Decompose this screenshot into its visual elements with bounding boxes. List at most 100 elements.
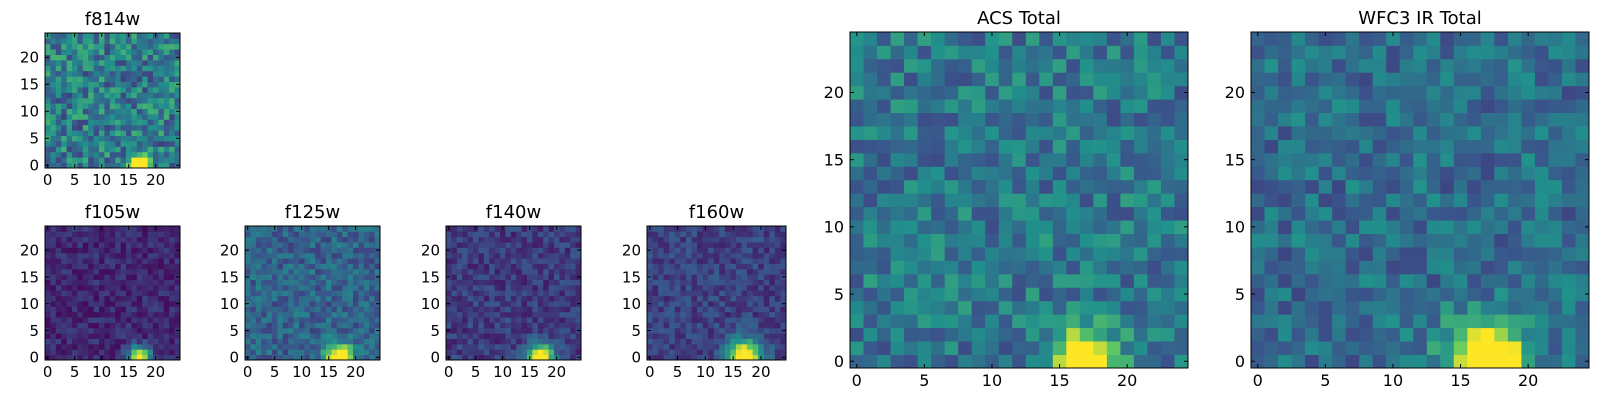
x-tick-label: 10 xyxy=(92,363,111,381)
heatmap-cell xyxy=(1251,327,1265,342)
heatmap-cell xyxy=(299,322,305,329)
heatmap-cell xyxy=(691,327,698,334)
heatmap-cell xyxy=(147,70,154,77)
heatmap-cell xyxy=(104,54,111,61)
x-tick-label: 15 xyxy=(319,363,338,381)
heatmap-cell xyxy=(697,268,703,275)
heatmap-cell xyxy=(702,279,709,286)
heatmap-cell xyxy=(1025,287,1040,302)
heatmap-cell xyxy=(88,114,94,120)
heatmap-cell xyxy=(1264,112,1279,127)
heatmap-cell xyxy=(1534,179,1549,194)
heatmap-cell xyxy=(136,43,143,50)
heatmap-cell xyxy=(446,295,452,302)
heatmap-cell xyxy=(691,322,698,329)
heatmap-cell xyxy=(331,327,338,334)
heatmap-cell xyxy=(320,226,327,232)
heatmap-cell xyxy=(877,139,891,154)
heatmap-cell xyxy=(652,354,659,361)
heatmap-cell xyxy=(115,284,121,291)
heatmap-cell xyxy=(169,130,175,136)
heatmap-cell xyxy=(104,70,111,77)
heatmap-cell xyxy=(88,295,94,302)
heatmap-cell xyxy=(115,162,121,169)
heatmap-cell xyxy=(724,317,731,323)
heatmap-cell xyxy=(115,354,121,361)
heatmap-cell xyxy=(1399,327,1414,342)
heatmap-cell xyxy=(1025,166,1040,181)
heatmap-cell xyxy=(505,274,512,280)
heatmap-cell xyxy=(1507,32,1522,46)
heatmap-cell xyxy=(917,206,932,221)
heatmap-cell xyxy=(353,333,359,339)
heatmap-cell xyxy=(769,242,776,248)
heatmap-cell xyxy=(320,343,327,350)
heatmap-cell xyxy=(532,290,539,297)
y-tick-label: 10 xyxy=(20,295,39,313)
heatmap-cell xyxy=(277,338,284,345)
heatmap-cell xyxy=(724,327,731,334)
heatmap-cell xyxy=(680,252,687,259)
heatmap-cell xyxy=(1052,32,1067,46)
heatmap-cell xyxy=(142,114,148,120)
heatmap-cell xyxy=(931,85,946,100)
heatmap-cell xyxy=(1174,260,1189,275)
heatmap-cell xyxy=(702,338,709,345)
heatmap-cell xyxy=(532,317,539,323)
heatmap-cell xyxy=(1345,72,1360,87)
heatmap-cell xyxy=(724,252,731,259)
heatmap-cell xyxy=(88,354,94,361)
heatmap-cell xyxy=(66,81,73,88)
heatmap-cell xyxy=(958,354,973,369)
heatmap-cell xyxy=(50,306,57,313)
heatmap-cell xyxy=(1120,72,1135,87)
heatmap-cell xyxy=(1079,300,1094,315)
heatmap-cell xyxy=(680,327,687,334)
heatmap-cell xyxy=(326,268,332,275)
heatmap-cell xyxy=(1093,139,1108,154)
heatmap-cell xyxy=(369,301,375,307)
heatmap-cell xyxy=(1093,260,1108,275)
heatmap-cell xyxy=(521,284,528,291)
heatmap-cell xyxy=(358,333,365,339)
heatmap-cell xyxy=(104,317,111,323)
heatmap-cells-acs-total xyxy=(850,32,1189,369)
heatmap-cell xyxy=(1372,341,1387,355)
heatmap-cell xyxy=(863,220,878,234)
heatmap-cell xyxy=(45,236,51,243)
heatmap-cell xyxy=(336,236,343,243)
heatmap-cell xyxy=(72,108,78,115)
heatmap-cell xyxy=(131,108,138,115)
heatmap-cell xyxy=(674,231,681,238)
heatmap-cell xyxy=(1120,193,1135,208)
heatmap-cell xyxy=(169,274,175,280)
heatmap-cell xyxy=(1332,300,1347,315)
heatmap-cell xyxy=(169,268,175,275)
heatmap-cell xyxy=(45,157,51,163)
heatmap-cell xyxy=(1133,287,1148,302)
heatmap-cell xyxy=(527,268,533,275)
heatmap-cell xyxy=(115,108,121,115)
heatmap-cell xyxy=(374,242,381,248)
heatmap-cell xyxy=(115,70,121,77)
heatmap-cell xyxy=(45,87,51,93)
heatmap-cell xyxy=(245,333,251,339)
heatmap-cell xyxy=(255,247,262,254)
heatmap-cell xyxy=(494,301,501,307)
heatmap-cell xyxy=(1480,85,1495,100)
heatmap-cell xyxy=(713,317,720,323)
heatmap-cell xyxy=(353,236,359,243)
heatmap-cell xyxy=(575,338,582,345)
heatmap-cell xyxy=(985,300,1000,315)
heatmap-cell xyxy=(1440,341,1455,355)
heatmap-cell xyxy=(347,343,354,350)
heatmap-cell xyxy=(142,49,148,55)
heatmap-cell xyxy=(1372,179,1387,194)
heatmap-cell xyxy=(719,247,726,254)
heatmap-cell xyxy=(747,290,754,297)
heatmap-cell xyxy=(1561,112,1576,127)
heatmap-cell xyxy=(293,295,300,302)
heatmap-cell xyxy=(1120,179,1135,194)
heatmap-cell xyxy=(120,252,127,259)
heatmap-cell xyxy=(735,306,742,313)
